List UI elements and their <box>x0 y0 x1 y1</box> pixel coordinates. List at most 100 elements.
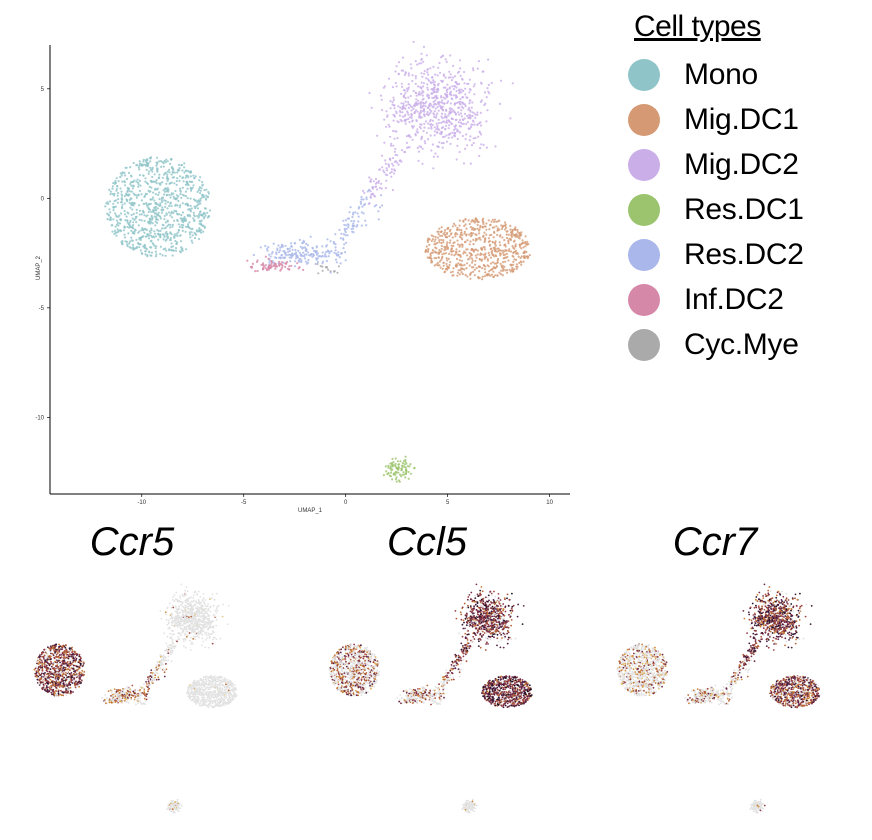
expression-point <box>71 651 73 654</box>
cell-point <box>412 107 415 110</box>
cell-point <box>460 259 463 262</box>
cell-point <box>325 266 328 269</box>
cell-point <box>144 250 147 253</box>
cell-point <box>138 160 141 163</box>
cell-point <box>130 213 133 217</box>
cell-point <box>437 118 440 121</box>
cell-point <box>492 275 495 278</box>
cell-point <box>432 155 435 158</box>
expression-point <box>199 694 202 696</box>
cell-point <box>401 464 404 467</box>
cell-point <box>458 100 461 103</box>
expression-point <box>47 662 49 664</box>
cell-point <box>442 232 445 235</box>
cell-point <box>450 122 453 126</box>
expression-point <box>177 616 179 619</box>
cell-point <box>126 225 129 228</box>
cell-point <box>415 109 418 112</box>
cell-point <box>444 113 447 116</box>
expression-point <box>211 702 214 705</box>
cell-point <box>350 219 353 223</box>
cell-point <box>469 226 472 229</box>
cell-point <box>116 201 119 204</box>
cell-point <box>500 227 504 230</box>
expression-point <box>46 678 49 681</box>
expression-point <box>206 605 209 608</box>
cell-point <box>368 91 371 95</box>
cell-point <box>357 207 360 210</box>
cell-point <box>174 189 177 193</box>
cell-point <box>457 111 460 114</box>
cell-point <box>426 88 430 91</box>
cell-point <box>494 145 497 148</box>
expression-point <box>170 624 173 627</box>
cell-point <box>438 101 441 104</box>
cell-point <box>123 209 126 213</box>
expression-point <box>194 687 197 690</box>
cell-point <box>137 183 140 186</box>
expression-point <box>35 673 37 676</box>
cell-point <box>347 223 350 226</box>
legend-label: Res.DC2 <box>684 237 804 271</box>
expression-point <box>219 637 222 640</box>
cell-point <box>448 252 451 255</box>
cell-point <box>460 271 463 274</box>
expression-point <box>40 651 43 654</box>
cell-point <box>189 171 193 174</box>
cell-point <box>307 251 310 254</box>
cell-point <box>427 73 430 76</box>
cell-point <box>201 183 204 186</box>
cell-point <box>442 109 445 112</box>
expression-point <box>63 652 65 655</box>
cell-point <box>280 254 283 257</box>
cell-point <box>388 125 391 128</box>
cell-point <box>507 240 510 243</box>
cell-point <box>164 247 167 250</box>
cell-point <box>159 236 162 239</box>
cell-point <box>468 243 471 246</box>
cell-point <box>403 94 406 97</box>
expression-point <box>59 684 62 687</box>
cell-point <box>432 235 435 238</box>
expression-point <box>44 676 46 678</box>
expression-point <box>183 627 186 630</box>
expression-point <box>71 648 73 651</box>
cell-point <box>156 228 159 232</box>
expression-point <box>63 655 65 658</box>
cell-point <box>152 243 155 246</box>
expression-point <box>216 676 219 678</box>
cell-point <box>424 250 427 253</box>
cell-point <box>148 220 151 223</box>
cell-point <box>387 163 390 166</box>
cell-point <box>463 112 466 115</box>
cell-point <box>195 230 199 233</box>
cell-point <box>391 103 394 106</box>
cell-point <box>426 106 429 109</box>
expression-point <box>51 647 54 650</box>
cell-point <box>480 143 483 146</box>
cell-point <box>163 190 166 193</box>
cell-point <box>149 179 152 183</box>
cell-point <box>504 269 507 272</box>
cell-point <box>459 97 462 101</box>
cell-point <box>470 144 474 147</box>
cell-point <box>436 112 439 115</box>
expression-point <box>176 640 178 643</box>
cell-point <box>188 233 192 236</box>
cell-point <box>301 247 304 250</box>
expression-point <box>42 679 45 682</box>
cell-point <box>518 261 521 265</box>
cell-point <box>450 244 453 247</box>
expression-point <box>232 686 235 689</box>
legend-swatch <box>628 328 660 361</box>
cell-point <box>425 120 428 123</box>
expression-point <box>200 611 203 614</box>
x-tick-label: -10 <box>137 500 146 506</box>
cell-point <box>446 259 449 262</box>
cell-point <box>138 164 141 167</box>
cell-point <box>438 248 441 252</box>
cell-point <box>404 461 407 464</box>
expression-point <box>39 661 42 664</box>
cell-point <box>462 89 465 93</box>
cell-point <box>438 241 441 244</box>
